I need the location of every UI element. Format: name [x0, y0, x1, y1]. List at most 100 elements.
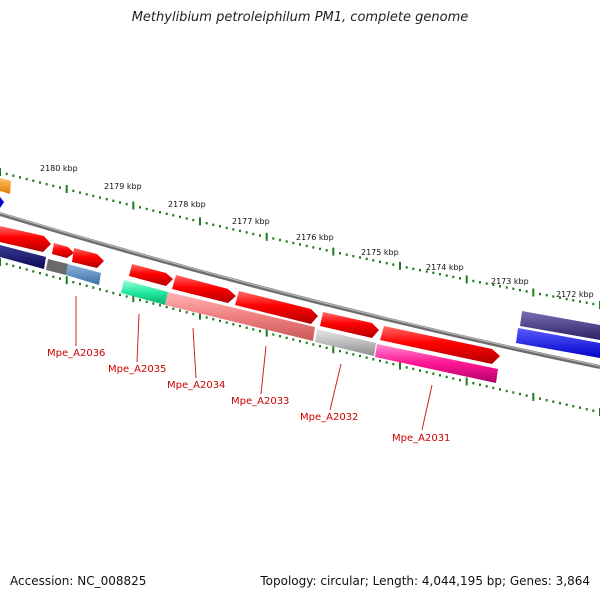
inner-scale-major-tick [465, 377, 468, 386]
outer-scale-minor-tick [512, 287, 515, 290]
outer-scale-minor-tick [345, 253, 348, 256]
inner-scale-minor-tick [92, 286, 95, 289]
outer-scale-minor-tick [492, 283, 495, 287]
inner-scale-minor-tick [479, 383, 481, 386]
outer-scale-minor-tick [379, 260, 381, 263]
outer-scale-minor-tick [252, 232, 255, 236]
outer-scale-minor-tick [259, 234, 261, 237]
gene-label-mpe-a2034[interactable]: Mpe_A2034 [167, 380, 225, 391]
gene-block-steel[interactable] [66, 264, 101, 285]
inner-scale-minor-tick [365, 356, 368, 359]
gene-feature-orange[interactable] [0, 178, 11, 194]
outer-scale-minor-tick [472, 279, 475, 283]
inner-scale-minor-tick [579, 406, 581, 409]
gene-block-pink[interactable] [375, 344, 498, 383]
gene-block-slate[interactable] [520, 311, 600, 340]
gene-arrow-forward[interactable] [380, 326, 500, 364]
outer-scale-arc [5, 172, 595, 306]
gene-block-blue[interactable] [516, 328, 600, 358]
outer-scale-minor-tick [279, 238, 281, 242]
inner-scale-minor-tick [139, 298, 141, 302]
outer-scale-minor-tick [505, 286, 508, 289]
inner-scale-minor-tick [512, 391, 515, 394]
genome-backbone-highlight [0, 212, 600, 367]
leader-line-mpe-a2031 [421, 384, 433, 431]
gene-arrow-forward[interactable] [235, 291, 318, 324]
inner-scale-minor-tick [185, 311, 188, 314]
gene-block-gray[interactable] [315, 329, 376, 356]
inner-scale-major-tick [199, 311, 201, 320]
gene-feature-blue-edge[interactable] [0, 197, 4, 208]
gene-block-navy[interactable] [0, 245, 46, 269]
outer-scale-minor-tick [159, 211, 161, 214]
outer-scale-minor-tick [152, 209, 155, 212]
leader-line-mpe-a2032 [329, 363, 342, 411]
gene-label-mpe-a2033[interactable]: Mpe_A2033 [231, 396, 289, 407]
inner-scale-minor-tick [225, 321, 228, 324]
outer-scale-minor-tick [165, 212, 168, 215]
gene-label-mpe-a2036[interactable]: Mpe_A2036 [47, 348, 105, 359]
inner-scale-minor-tick [585, 408, 588, 411]
inner-scale-minor-tick [359, 354, 361, 358]
inner-scale-minor-tick [99, 288, 101, 291]
inner-scale-minor-tick [172, 307, 175, 310]
accession-text: Accession: NC_008825 [10, 574, 147, 588]
outer-scale-minor-tick [559, 296, 561, 299]
inner-scale-minor-tick [452, 377, 455, 380]
inner-scale-minor-tick [105, 290, 108, 293]
outer-scale-minor-tick [325, 249, 328, 252]
inner-scale-minor-tick [505, 389, 508, 393]
inner-scale-minor-tick [152, 302, 155, 305]
outer-scale-minor-tick [412, 267, 415, 270]
gene-arrow-forward[interactable] [320, 312, 379, 338]
gene-arrow-forward[interactable] [129, 264, 173, 286]
inner-scale-minor-tick [59, 277, 61, 280]
inner-scale-minor-tick [525, 394, 528, 397]
outer-scale-minor-tick [499, 285, 501, 288]
inner-scale-minor-tick [392, 362, 395, 366]
inner-scale-minor-tick [219, 319, 221, 323]
outer-scale-minor-tick [545, 294, 548, 297]
outer-scale-minor-tick [232, 228, 235, 231]
map-title: Methylibium petroleiphilum PM1, complete… [131, 10, 469, 25]
scale-label-2177: 2177 kbp [232, 217, 270, 226]
inner-scale-minor-tick [319, 345, 321, 348]
inner-scale-minor-tick [572, 405, 575, 408]
outer-scale-minor-tick [25, 177, 28, 181]
inner-scale-minor-tick [545, 399, 548, 402]
outer-scale-minor-tick [352, 254, 355, 258]
gene-label-mpe-a2035[interactable]: Mpe_A2035 [108, 364, 166, 375]
gene-block-gray-small[interactable] [46, 259, 68, 275]
gene-arrow-forward[interactable] [0, 226, 51, 252]
outer-scale-minor-tick [312, 246, 315, 249]
inner-scale-minor-tick [352, 353, 355, 356]
inner-scale-minor-tick [472, 382, 475, 385]
outer-scale-minor-tick [419, 268, 421, 272]
outer-scale-minor-tick [579, 300, 581, 303]
outer-scale-minor-tick [372, 259, 375, 262]
inner-scale-minor-tick [212, 318, 215, 321]
gene-arrow-forward[interactable] [72, 248, 104, 268]
outer-scale-minor-tick [192, 218, 195, 222]
gene-block-salmon[interactable] [165, 292, 315, 341]
outer-scale-minor-tick [52, 184, 55, 188]
outer-scale-major-tick [532, 288, 535, 297]
outer-scale-minor-tick [552, 295, 555, 298]
gene-arrow-forward[interactable] [172, 275, 236, 303]
inner-scale-minor-tick [519, 392, 521, 396]
outer-scale-minor-tick [105, 198, 108, 201]
inner-scale-minor-tick [445, 375, 448, 379]
outer-scale-minor-tick [5, 172, 8, 176]
outer-scale-minor-tick [305, 244, 308, 248]
outer-scale-minor-tick [239, 229, 241, 233]
leader-line-mpe-a2035 [136, 313, 140, 363]
outer-scale-minor-tick [85, 193, 88, 196]
inner-scale-minor-tick [565, 403, 568, 406]
outer-scale-minor-tick [485, 282, 488, 285]
gene-block-green[interactable] [121, 280, 168, 305]
genome-summary-text: Topology: circular; Length: 4,044,195 bp… [260, 574, 590, 588]
outer-scale-minor-tick [585, 301, 588, 304]
gene-label-mpe-a2031[interactable]: Mpe_A2031 [392, 433, 450, 444]
gene-arrow-forward[interactable] [52, 243, 74, 258]
gene-label-mpe-a2032[interactable]: Mpe_A2032 [300, 412, 358, 423]
